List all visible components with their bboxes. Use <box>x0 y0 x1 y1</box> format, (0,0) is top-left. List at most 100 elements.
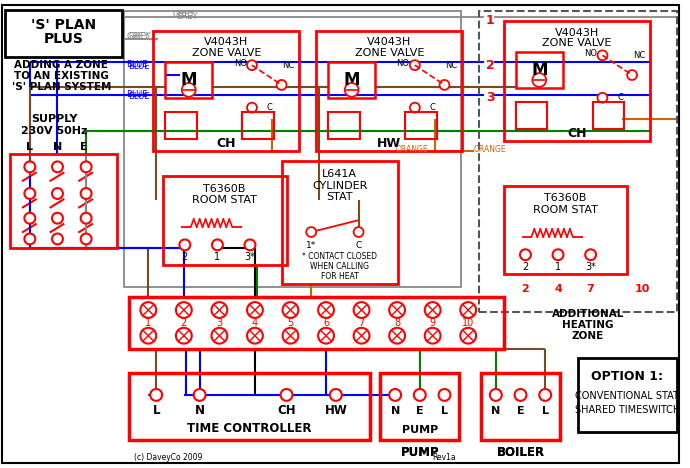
Text: C: C <box>355 241 362 250</box>
Circle shape <box>24 234 35 244</box>
Text: ORANGE: ORANGE <box>474 145 506 154</box>
Text: GREY: GREY <box>176 12 199 22</box>
Circle shape <box>212 240 223 250</box>
Circle shape <box>52 188 63 199</box>
Bar <box>479 11 676 312</box>
Circle shape <box>283 302 298 318</box>
Circle shape <box>176 328 192 344</box>
Text: CONVENTIONAL STAT: CONVENTIONAL STAT <box>575 391 679 401</box>
Text: L: L <box>26 142 33 152</box>
Text: 5: 5 <box>287 318 294 328</box>
Text: E: E <box>80 142 88 152</box>
Text: V4043H: V4043H <box>367 37 411 47</box>
Text: Rev1a: Rev1a <box>433 453 456 461</box>
Circle shape <box>306 227 316 237</box>
Text: WHEN CALLING: WHEN CALLING <box>310 262 369 271</box>
Circle shape <box>52 161 63 172</box>
Text: BLUE: BLUE <box>126 90 148 99</box>
Text: CH: CH <box>567 127 586 140</box>
Text: M: M <box>531 61 548 79</box>
Circle shape <box>627 70 637 80</box>
Text: 2: 2 <box>522 284 529 294</box>
Circle shape <box>410 102 420 113</box>
Circle shape <box>141 328 156 344</box>
Bar <box>504 186 627 274</box>
Circle shape <box>141 302 156 318</box>
Circle shape <box>179 240 190 250</box>
Text: M: M <box>181 71 197 89</box>
Text: STAT: STAT <box>326 192 353 203</box>
Circle shape <box>389 328 405 344</box>
Text: 1: 1 <box>486 14 495 27</box>
Bar <box>5 10 121 57</box>
Text: 1*: 1* <box>306 241 316 250</box>
Text: N: N <box>491 406 500 416</box>
Bar <box>504 21 650 141</box>
Circle shape <box>81 234 92 244</box>
Text: GREY: GREY <box>173 10 196 19</box>
Text: CYLINDER: CYLINDER <box>312 181 368 190</box>
Circle shape <box>460 302 476 318</box>
Circle shape <box>150 389 162 401</box>
Circle shape <box>283 328 298 344</box>
Circle shape <box>425 328 440 344</box>
Bar <box>380 373 460 440</box>
Bar <box>593 102 624 129</box>
Text: 6: 6 <box>323 318 329 328</box>
Circle shape <box>318 302 334 318</box>
Circle shape <box>533 73 546 87</box>
Text: NO: NO <box>234 58 246 68</box>
Text: ROOM STAT: ROOM STAT <box>192 196 257 205</box>
Text: E: E <box>416 406 424 416</box>
Circle shape <box>490 389 502 401</box>
Bar <box>316 30 462 151</box>
Text: BLUE: BLUE <box>128 62 150 71</box>
Bar <box>124 11 462 287</box>
Text: FOR HEAT: FOR HEAT <box>321 272 359 281</box>
Text: 1: 1 <box>146 318 151 328</box>
Text: 230V 50Hz: 230V 50Hz <box>21 126 88 136</box>
Circle shape <box>24 161 35 172</box>
Bar <box>163 176 286 264</box>
Bar <box>153 30 299 151</box>
Bar <box>128 373 371 440</box>
Bar <box>282 161 398 285</box>
Circle shape <box>354 302 369 318</box>
Bar <box>515 102 547 129</box>
Text: 2: 2 <box>181 252 188 262</box>
Circle shape <box>244 240 255 250</box>
Text: 7: 7 <box>586 284 595 294</box>
Circle shape <box>345 83 359 97</box>
Text: 7: 7 <box>358 318 365 328</box>
Text: TO AN EXISTING: TO AN EXISTING <box>14 71 109 81</box>
Text: 4: 4 <box>252 318 258 328</box>
Text: N: N <box>195 404 205 417</box>
Text: 1: 1 <box>215 252 221 262</box>
Text: ADDING A ZONE: ADDING A ZONE <box>14 60 108 70</box>
Text: OPTION 1:: OPTION 1: <box>591 370 663 383</box>
Bar <box>128 297 504 349</box>
Circle shape <box>212 302 227 318</box>
Text: 2: 2 <box>486 58 495 72</box>
Text: 3*: 3* <box>244 252 255 262</box>
Text: BLUE: BLUE <box>126 60 148 69</box>
Text: HEATING: HEATING <box>562 320 613 330</box>
Text: NC: NC <box>633 51 645 60</box>
Circle shape <box>277 80 286 90</box>
Text: 3*: 3* <box>585 262 596 271</box>
Text: 3: 3 <box>486 91 495 104</box>
Text: ZONE VALVE: ZONE VALVE <box>192 48 261 58</box>
Text: ZONE VALVE: ZONE VALVE <box>355 48 424 58</box>
Circle shape <box>553 249 564 260</box>
Circle shape <box>176 302 192 318</box>
Text: L: L <box>441 406 448 416</box>
Circle shape <box>81 161 92 172</box>
Circle shape <box>212 328 227 344</box>
Text: E: E <box>517 406 524 416</box>
Text: M: M <box>344 71 360 89</box>
Bar <box>242 111 274 139</box>
Text: 2: 2 <box>522 262 529 271</box>
Bar <box>328 111 359 139</box>
Circle shape <box>460 328 476 344</box>
Circle shape <box>389 389 401 401</box>
